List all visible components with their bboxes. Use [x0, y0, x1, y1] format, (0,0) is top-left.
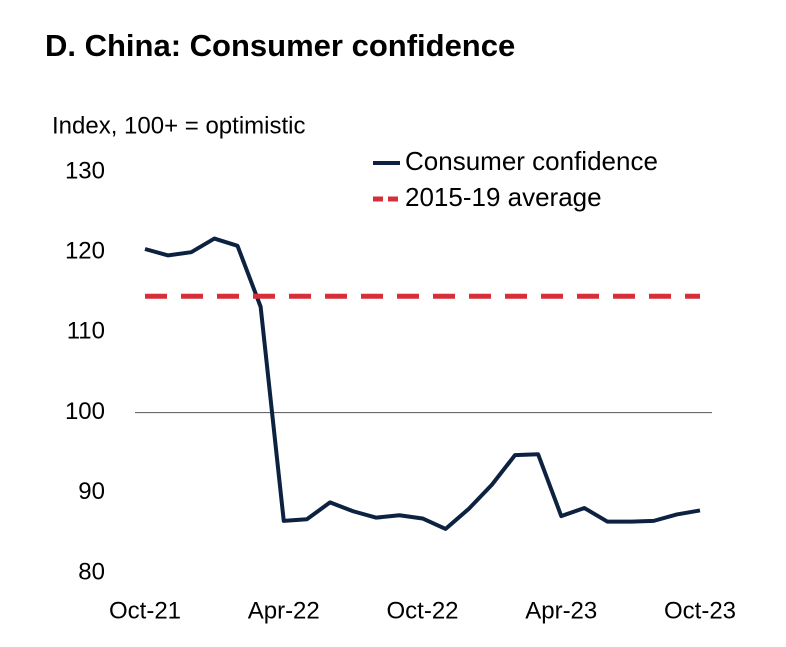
x-tick-label: Oct-22: [386, 597, 458, 624]
y-tick-label: 120: [65, 238, 105, 265]
y-axis-label: Index, 100+ = optimistic: [52, 112, 305, 139]
x-tick-label: Oct-21: [109, 597, 181, 624]
legend-label: Consumer confidence: [405, 146, 658, 176]
y-tick-label: 100: [65, 398, 105, 425]
line-series: [144, 236, 701, 531]
x-tick-label: Apr-23: [525, 597, 597, 624]
x-tick-label: Apr-22: [248, 597, 320, 624]
x-tick-label: Oct-23: [664, 597, 736, 624]
y-tick-label: 110: [67, 318, 105, 345]
y-tick-label: 80: [78, 558, 105, 585]
y-tick-label: 90: [78, 478, 105, 505]
chart-title: D. China: Consumer confidence: [45, 28, 515, 63]
y-tick-label: 130: [65, 157, 105, 184]
legend-label: 2015-19 average: [405, 182, 602, 212]
